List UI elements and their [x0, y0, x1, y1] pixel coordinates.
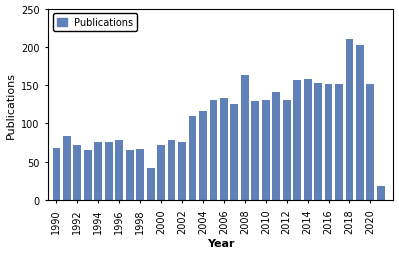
Bar: [325, 84, 332, 200]
Bar: [115, 140, 123, 200]
Bar: [220, 99, 228, 200]
Bar: [251, 102, 259, 200]
Bar: [346, 40, 354, 200]
Bar: [168, 140, 176, 200]
Bar: [95, 143, 102, 200]
Bar: [356, 46, 364, 200]
Bar: [272, 92, 280, 200]
Bar: [189, 116, 196, 200]
Bar: [262, 101, 270, 200]
Y-axis label: Publications: Publications: [6, 71, 16, 138]
Bar: [73, 146, 81, 200]
Bar: [136, 149, 144, 200]
Bar: [314, 83, 322, 200]
Bar: [105, 143, 113, 200]
Bar: [147, 168, 154, 200]
Bar: [367, 84, 374, 200]
Bar: [63, 137, 71, 200]
Bar: [335, 84, 343, 200]
X-axis label: Year: Year: [207, 239, 235, 248]
Bar: [199, 112, 207, 200]
Bar: [231, 105, 238, 200]
Bar: [53, 148, 60, 200]
Bar: [209, 101, 217, 200]
Bar: [377, 186, 385, 200]
Bar: [157, 145, 165, 200]
Bar: [241, 76, 249, 200]
Bar: [293, 80, 301, 200]
Bar: [283, 101, 290, 200]
Bar: [304, 80, 312, 200]
Legend: Publications: Publications: [53, 14, 137, 32]
Bar: [178, 143, 186, 200]
Bar: [84, 150, 92, 200]
Bar: [126, 150, 134, 200]
